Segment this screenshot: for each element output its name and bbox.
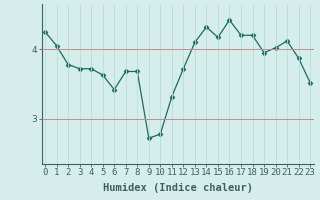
X-axis label: Humidex (Indice chaleur): Humidex (Indice chaleur): [103, 183, 252, 193]
